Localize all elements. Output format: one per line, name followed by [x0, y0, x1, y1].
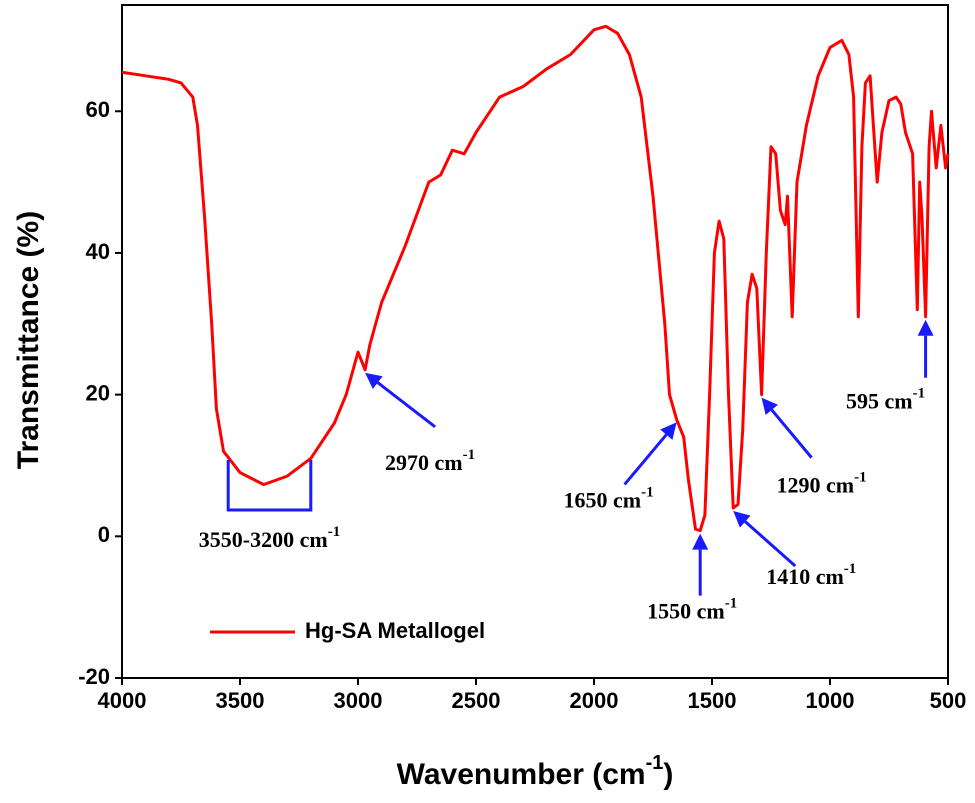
- x-axis-label: Wavenumber (cm-1): [397, 752, 674, 791]
- x-tick-label: 1500: [688, 688, 737, 713]
- y-tick-label: 60: [86, 97, 110, 122]
- annotation-sup: -1: [463, 447, 476, 463]
- annotation-text: 1650 cm: [564, 487, 642, 512]
- annotation-text: 1550 cm: [647, 599, 725, 624]
- annotation-text: 2970 cm: [385, 450, 463, 475]
- annotation-arrowhead: [917, 319, 934, 336]
- annotation-sup: -1: [854, 470, 867, 486]
- annotation-label: 1410 cm-1: [766, 561, 856, 589]
- x-axis-label-sup: -1: [646, 752, 664, 774]
- x-tick-label: 4000: [98, 688, 147, 713]
- y-tick-label: 0: [98, 522, 110, 547]
- annotation-text: 3550-3200 cm: [199, 527, 328, 552]
- x-tick-label: 2500: [452, 688, 501, 713]
- range-bracket: [226, 460, 313, 512]
- x-tick-label: 1000: [806, 688, 855, 713]
- annotation-sup: -1: [844, 561, 857, 577]
- x-tick-label: 2000: [570, 688, 619, 713]
- annotation-label: 1550 cm-1: [647, 596, 737, 624]
- x-axis-label-end: ): [663, 758, 673, 791]
- spectrum-line: [121, 24, 950, 533]
- annotation-sup: -1: [725, 596, 738, 612]
- x-tick-label: 3000: [334, 688, 383, 713]
- y-tick-label: 20: [86, 380, 110, 405]
- annotation-arrow: [744, 520, 797, 568]
- plot-frame: [121, 4, 949, 679]
- x-axis-label-text: Wavenumber (cm: [397, 758, 646, 791]
- y-tick-label: 40: [86, 239, 110, 264]
- annotation-label: 2970 cm-1: [385, 447, 475, 475]
- x-tick-label: 3500: [216, 688, 265, 713]
- annotation-text: 1410 cm: [766, 564, 844, 589]
- annotation-arrow: [770, 408, 813, 459]
- annotation-sup: -1: [328, 524, 341, 540]
- y-axis-label: Transmittance (%): [12, 211, 45, 469]
- annotation-label: 3550-3200 cm-1: [199, 524, 340, 552]
- annotation-arrow: [623, 433, 668, 486]
- annotation-label: 595 cm-1: [846, 386, 925, 414]
- annotation-arrowhead: [733, 510, 751, 528]
- annotation-label: 1290 cm-1: [777, 470, 867, 498]
- annotation-arrowhead: [365, 372, 383, 389]
- annotation-text: 595 cm: [846, 389, 913, 414]
- annotation-text: 1290 cm: [777, 473, 855, 498]
- x-tick-label: 500: [930, 688, 967, 713]
- annotation-sup: -1: [913, 386, 926, 402]
- annotation-arrowhead: [660, 422, 677, 440]
- y-tick-label: -20: [78, 664, 110, 689]
- annotation-arrow: [376, 381, 436, 429]
- annotation-sup: -1: [641, 485, 654, 501]
- legend-label: Hg-SA Metallogel: [305, 618, 485, 643]
- annotation-arrowhead: [692, 533, 709, 550]
- annotation-arrowhead: [761, 397, 778, 416]
- annotation-label: 1650 cm-1: [564, 485, 654, 513]
